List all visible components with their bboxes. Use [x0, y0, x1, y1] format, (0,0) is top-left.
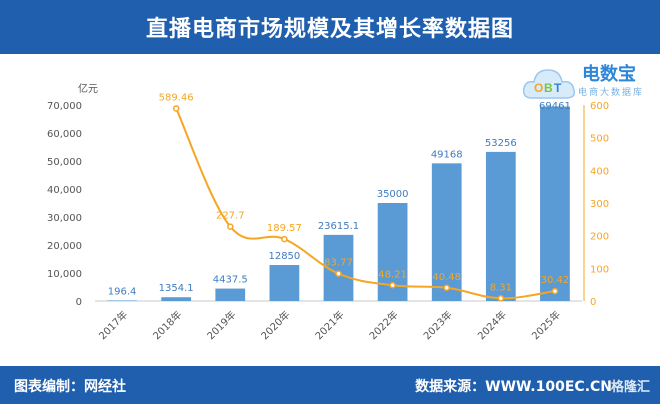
y-tick-label: 0	[76, 297, 82, 308]
bar	[161, 297, 192, 301]
growth-rate-point	[497, 295, 505, 302]
growth-rate-label: 589.46	[159, 92, 194, 103]
y2-tick-label: 0	[590, 297, 596, 308]
logo-brand: 电数宝	[582, 64, 636, 85]
growth-rate-point	[227, 223, 234, 230]
y-tick-label: 40,000	[47, 185, 82, 196]
bar-value-label: 12850	[268, 251, 300, 262]
y2-tick-label: 500	[590, 134, 609, 145]
x-tick-label: 2018年	[150, 308, 184, 342]
x-tick-label: 2025年	[529, 308, 563, 342]
svg-text:T: T	[554, 81, 562, 95]
growth-rate-label: 40.48	[432, 272, 461, 283]
y-tick-label: 70,000	[47, 101, 82, 112]
x-tick-label: 2021年	[312, 308, 346, 342]
growth-rate-point	[551, 287, 559, 295]
x-tick-label: 2020年	[258, 308, 292, 342]
y2-tick-label: 300	[590, 199, 609, 210]
y-tick-label: 50,000	[47, 157, 82, 168]
growth-rate-label: 8.31	[490, 282, 512, 293]
bar-value-label: 4437.5	[213, 275, 248, 286]
growth-rate-label: 30.42	[541, 275, 570, 286]
watermark: 格隆汇	[610, 380, 650, 395]
bar	[485, 151, 516, 301]
x-tick-label: 2022年	[366, 308, 400, 342]
svg-text:O: O	[534, 81, 543, 95]
bar-value-label: 69461	[539, 101, 571, 112]
y-tick-label: 10,000	[47, 269, 82, 280]
bar-value-label: 196.4	[108, 286, 137, 297]
growth-rate-point	[281, 235, 288, 243]
chart-title: 直播电商市场规模及其增长率数据图	[0, 0, 660, 54]
bar	[107, 300, 137, 301]
bar-value-label: 23615.1	[318, 221, 359, 232]
growth-rate-point	[443, 284, 450, 292]
footer-editor: 图表编制：网经社	[14, 379, 126, 395]
growth-rate-point	[172, 105, 180, 112]
bar	[431, 163, 462, 301]
bar	[215, 288, 246, 301]
y2-tick-label: 400	[590, 166, 609, 177]
bar	[540, 106, 570, 301]
bar	[269, 265, 300, 301]
y2-tick-label: 100	[590, 264, 609, 275]
growth-rate-label: 189.57	[267, 223, 302, 234]
footer-bar: 图表编制：网经社 数据来源：WWW.100EC.CN 格隆汇	[0, 366, 660, 404]
svg-text:B: B	[544, 81, 553, 95]
x-tick-label: 2024年	[475, 308, 509, 342]
combo-chart: 亿元 0 10,000 20,000 30,000 40,000 50,000 60,000 7…	[47, 82, 609, 342]
y-axis-unit-label: 亿元	[78, 82, 98, 95]
y2-tick-label: 200	[590, 232, 609, 243]
bar-value-label: 1354.1	[159, 283, 194, 294]
y-tick-label: 20,000	[47, 241, 82, 252]
bar-value-label: 35000	[377, 189, 409, 200]
growth-rate-point	[389, 282, 396, 289]
logo-subtitle: 电商大数据库	[578, 88, 645, 98]
footer-source: 数据来源：WWW.100EC.CN	[415, 379, 612, 395]
growth-rate-point	[335, 270, 342, 277]
y-tick-label: 60,000	[47, 129, 82, 140]
bar-value-label: 53256	[485, 138, 517, 149]
x-tick-label: 2023年	[421, 308, 455, 342]
growth-rate-label: 48.21	[378, 269, 407, 280]
y-tick-label: 30,000	[47, 213, 82, 224]
bar-value-label: 49168	[431, 149, 463, 160]
cloud-logo-icon: O B T	[522, 69, 576, 99]
x-tick-label: 2019年	[204, 308, 238, 342]
x-tick-label: 2017年	[96, 308, 130, 342]
growth-rate-label: 227.7	[216, 211, 245, 222]
logo: O B T 电数宝 电商大数据库	[520, 58, 660, 110]
y2-tick-label: 600	[590, 101, 609, 112]
growth-rate-label: 83.77	[324, 258, 353, 269]
